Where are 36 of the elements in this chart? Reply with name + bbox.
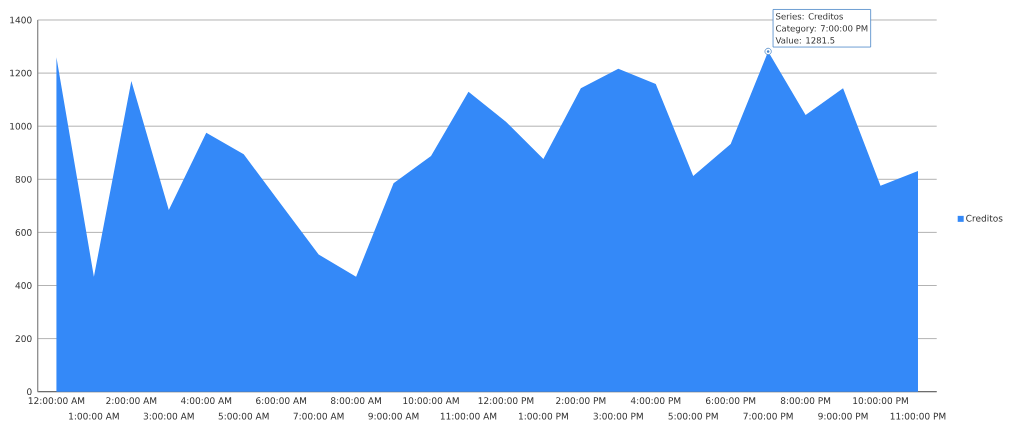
x-tick-label: 1:00:00 PM [519, 412, 568, 420]
x-tick-label: 4:00:00 AM [180, 397, 232, 405]
x-tick-label: 6:00:00 AM [256, 397, 307, 405]
y-tick-label: 600 [15, 228, 32, 236]
x-tick-label: 10:00:00 PM [853, 397, 908, 405]
x-tick-label: 5:00:00 PM [668, 412, 718, 420]
legend-label: Creditos [966, 214, 1003, 222]
y-tick-label: 400 [15, 282, 32, 289]
x-tick-label: 2:00:00 AM [106, 397, 157, 405]
x-tick-label: 1:00:00 AM [69, 412, 119, 420]
x-tick-label: 6:00:00 PM [705, 397, 756, 405]
y-tick-label: 200 [15, 335, 32, 342]
x-tick-label: 3:00:00 AM [143, 412, 194, 420]
annotation: Category: 7:00:00 PM [776, 25, 868, 34]
x-tick-label: 9:00:00 AM [368, 412, 419, 420]
y-tick-label: 1400 [10, 16, 32, 24]
x-tick-label: 4:00:00 PM [630, 397, 681, 405]
x-tick-label: 12:00:00 AM [28, 397, 85, 405]
x-tick-label: 8:00:00 PM [780, 397, 831, 405]
y-tick-label: 1000 [10, 122, 32, 130]
x-tick-label: 7:00:00 AM [293, 412, 344, 420]
x-tick-label: 5:00:00 AM [218, 412, 269, 420]
x-tick-label: 12:00:00 PM [478, 397, 534, 405]
x-tick-label: 8:00:00 AM [330, 397, 381, 405]
x-tick-label: 10:00:00 AM [403, 397, 459, 405]
y-tick-label: 0 [27, 388, 32, 396]
x-tick-label: 9:00:00 PM [818, 412, 868, 420]
annotation: Value: 1281.5 [775, 36, 835, 44]
x-tick-label: 3:00:00 PM [593, 412, 643, 420]
x-tick-label: 7:00:00 PM [743, 412, 793, 420]
x-tick-label: 11:00:00 AM [440, 412, 497, 420]
text: Series: Creditos [776, 12, 843, 20]
x-tick-label: 2:00:00 PM [556, 397, 606, 405]
y-tick-label: 800 [15, 175, 32, 183]
x-tick-label: 11:00:00 PM [890, 412, 946, 420]
y-tick-label: 1200 [10, 69, 32, 77]
